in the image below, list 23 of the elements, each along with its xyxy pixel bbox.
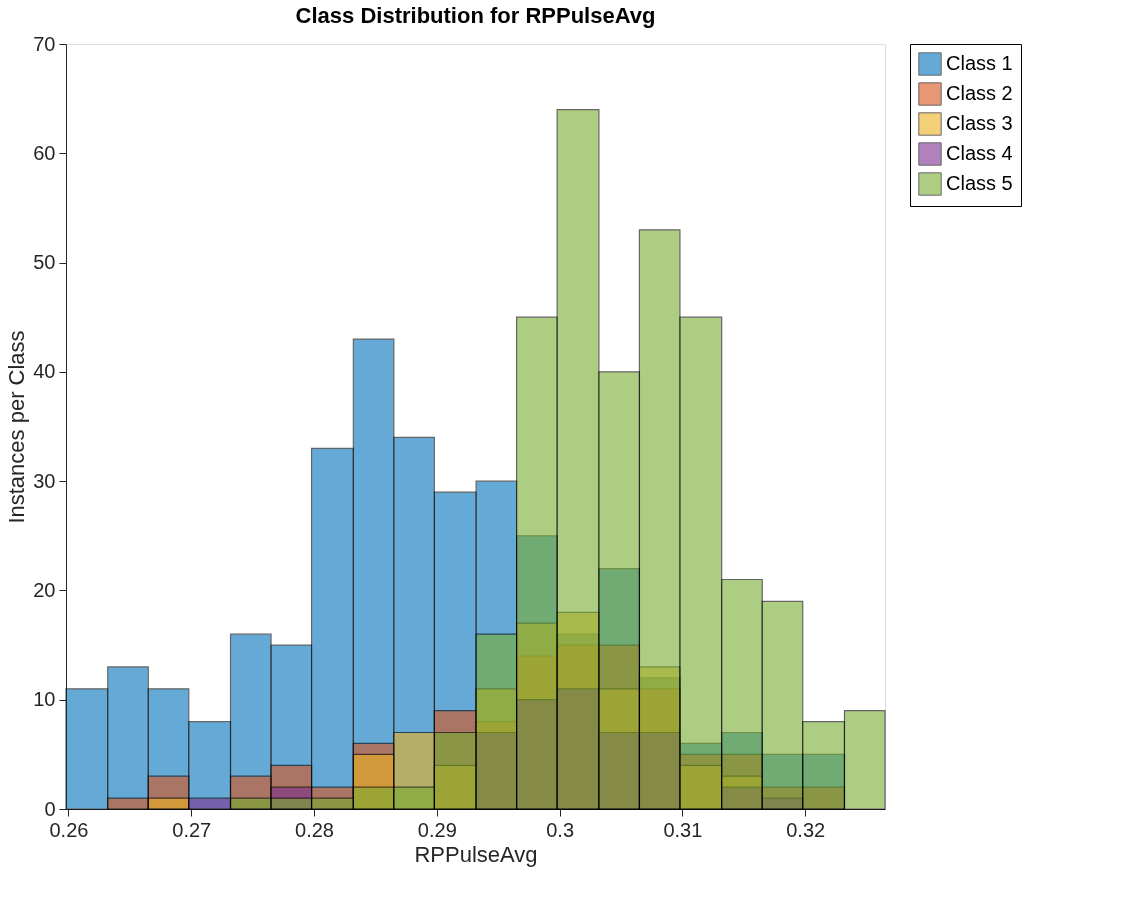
x-tick-label: 0.29 [417,818,457,841]
x-tick-label: 0.31 [663,818,703,841]
x-axis-title: RPPulseAvg [414,841,538,867]
chart-title: Class Distribution for RPPulseAvg [295,3,656,28]
x-tick-label: 0.3 [546,818,575,841]
legend-label: Class 3 [946,112,1013,134]
y-tick-label: 60 [33,141,56,164]
y-tick-label: 10 [33,688,56,711]
y-tick-label: 0 [44,797,56,820]
legend-label: Class 1 [946,52,1013,74]
x-tick-label: 0.27 [172,818,212,841]
y-tick-label: 70 [33,32,56,55]
y-tick-label: 40 [33,360,56,383]
y-tick-label: 20 [33,578,56,601]
y-tick-label: 30 [33,469,56,492]
y-tick-label: 50 [33,251,56,274]
x-tick-label: 0.28 [295,818,334,841]
x-tick-label: 0.26 [49,818,89,841]
y-axis-title: Instances per Class [4,330,30,524]
legend-label: Class 4 [946,142,1013,164]
legend-label: Class 2 [946,82,1013,104]
x-tick-label: 0.32 [786,818,826,841]
legend-label: Class 5 [946,172,1013,194]
